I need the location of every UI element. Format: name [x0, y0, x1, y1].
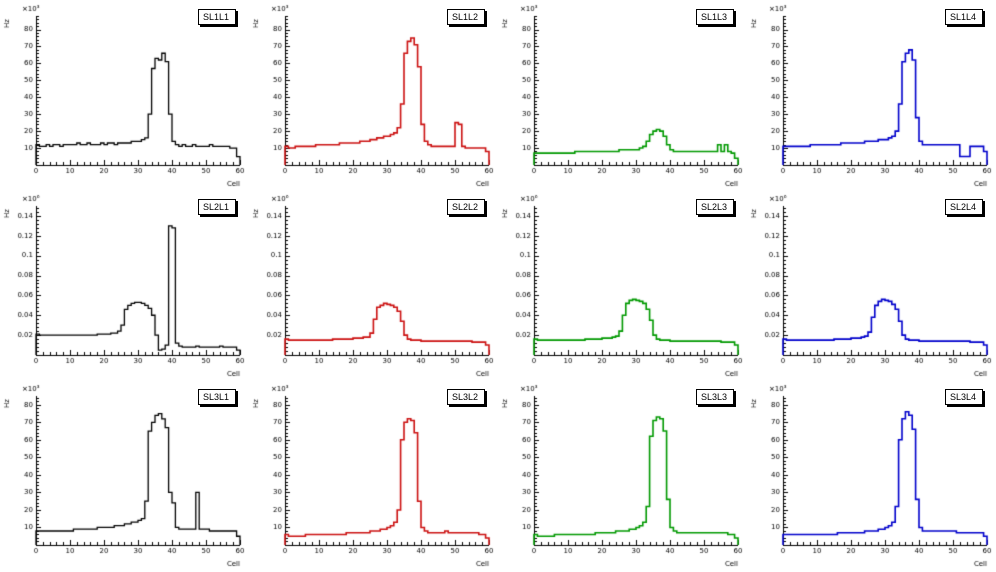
histogram-panel-sl3l2: SL3L2 [249, 380, 498, 570]
histogram-canvas-sl1l3 [498, 0, 747, 190]
histogram-canvas-sl3l4 [747, 380, 996, 570]
stat-box-sl3l3: SL3L3 [695, 389, 734, 405]
histogram-panel-sl1l4: SL1L4 [747, 0, 996, 190]
stat-box-sl2l1: SL2L1 [197, 199, 236, 215]
stat-box-title: SL1L2 [451, 12, 478, 22]
stat-box-title: SL3L3 [700, 392, 727, 402]
histogram-canvas-sl2l3 [498, 190, 747, 380]
histogram-canvas-sl1l2 [249, 0, 498, 190]
stat-box-sl1l1: SL1L1 [197, 9, 236, 25]
histogram-canvas-sl2l2 [249, 190, 498, 380]
stat-box-title: SL2L3 [700, 202, 727, 212]
histogram-canvas-sl3l3 [498, 380, 747, 570]
stat-box-title: SL3L1 [202, 392, 229, 402]
histogram-canvas-sl2l1 [0, 190, 249, 380]
stat-box-sl2l3: SL2L3 [695, 199, 734, 215]
stat-box-title: SL1L4 [949, 12, 976, 22]
stat-box-title: SL1L3 [700, 12, 727, 22]
histogram-panel-sl2l4: SL2L4 [747, 190, 996, 380]
histogram-canvas-sl3l2 [249, 380, 498, 570]
histogram-canvas-sl3l1 [0, 380, 249, 570]
stat-box-sl1l3: SL1L3 [695, 9, 734, 25]
stat-box-sl2l4: SL2L4 [944, 199, 983, 215]
stat-box-sl1l2: SL1L2 [446, 9, 485, 25]
stat-box-title: SL3L2 [451, 392, 478, 402]
stat-box-sl2l2: SL2L2 [446, 199, 485, 215]
histogram-panel-sl2l3: SL2L3 [498, 190, 747, 380]
histogram-panel-sl1l2: SL1L2 [249, 0, 498, 190]
histogram-panel-sl1l3: SL1L3 [498, 0, 747, 190]
stat-box-sl3l4: SL3L4 [944, 389, 983, 405]
histogram-canvas-sl1l1 [0, 0, 249, 190]
stat-box-title: SL2L4 [949, 202, 976, 212]
stat-box-sl3l2: SL3L2 [446, 389, 485, 405]
histogram-panel-sl2l1: SL2L1 [0, 190, 249, 380]
stat-box-title: SL2L2 [451, 202, 478, 212]
histogram-panel-sl3l1: SL3L1 [0, 380, 249, 570]
histogram-panel-sl3l4: SL3L4 [747, 380, 996, 570]
stat-box-sl3l1: SL3L1 [197, 389, 236, 405]
stat-box-title: SL2L1 [202, 202, 229, 212]
stat-box-title: SL3L4 [949, 392, 976, 402]
histogram-canvas-sl2l4 [747, 190, 996, 380]
histogram-panel-sl1l1: SL1L1 [0, 0, 249, 190]
histogram-panel-sl3l3: SL3L3 [498, 380, 747, 570]
histogram-panel-sl2l2: SL2L2 [249, 190, 498, 380]
histogram-canvas-sl1l4 [747, 0, 996, 190]
stat-box-sl1l4: SL1L4 [944, 9, 983, 25]
stat-box-title: SL1L1 [202, 12, 229, 22]
